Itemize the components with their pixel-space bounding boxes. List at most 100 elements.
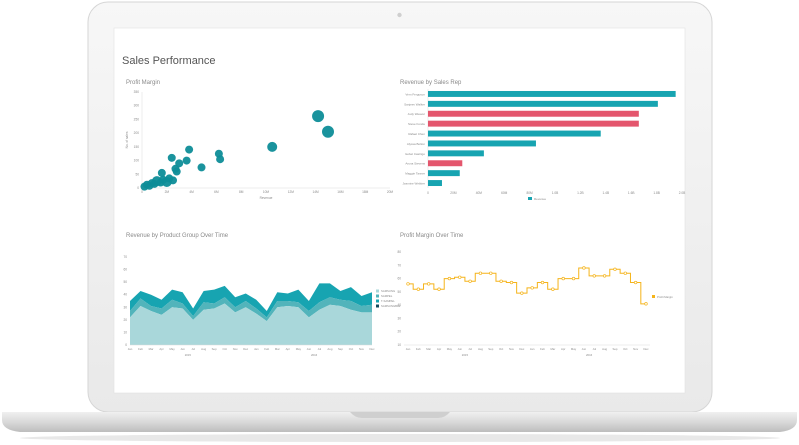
bar-category-label: Rafael Chen xyxy=(408,132,425,136)
area-x-tick: Jan xyxy=(128,347,133,351)
scatter-y-tick: 250 xyxy=(134,117,140,121)
bar xyxy=(428,90,676,97)
line-point xyxy=(582,266,586,270)
line-point xyxy=(613,267,617,271)
bar-category-label: Sanjeev Walker xyxy=(404,102,425,106)
bar-category-label: Jasmine Webber xyxy=(403,182,425,186)
area-x-tick: Apr xyxy=(159,347,163,351)
revenue-by-rep-title: Revenue by Sales Rep xyxy=(400,80,462,86)
scatter-point xyxy=(185,145,194,154)
scatter-x-tick: 14M xyxy=(312,190,319,194)
area-series-samsung xyxy=(130,303,372,345)
scatter-x-tick: 18M xyxy=(362,190,369,194)
area-x-tick: Oct xyxy=(349,347,354,351)
line-y-tick: 70 xyxy=(397,263,401,267)
line-x-tick: Aug xyxy=(478,347,483,351)
area-year-label: 2016 xyxy=(311,353,318,357)
scatter-y-tick: 300 xyxy=(134,104,140,108)
line-point xyxy=(571,276,576,281)
bar-x-tick: 60M xyxy=(501,191,508,195)
area-x-tick: Jun xyxy=(307,347,312,351)
line-x-tick: Oct xyxy=(623,347,628,351)
area-x-tick: Sep xyxy=(338,347,343,351)
area-series-sampel xyxy=(130,297,372,322)
line-point xyxy=(623,271,627,275)
line-point xyxy=(540,280,545,285)
line-point xyxy=(489,271,493,275)
scatter-y-tick: 50 xyxy=(135,172,139,176)
area-x-tick: Mar xyxy=(275,347,280,351)
line-legend-label: Profit Margin xyxy=(657,295,673,299)
bar-category-label: Isobel Castrigo xyxy=(405,152,425,156)
line-x-tick: Aug xyxy=(602,347,607,351)
line-y-tick: 20 xyxy=(397,330,401,334)
area-x-tick: Nov xyxy=(359,347,365,351)
bar-category-label: Judy Weaver xyxy=(408,112,425,116)
line-x-tick: Feb xyxy=(416,347,421,351)
scatter-x-tick: 0 xyxy=(141,190,143,194)
scatter-point xyxy=(267,141,278,152)
area-y-tick: 70 xyxy=(123,255,127,259)
area-legend-label: T-SAMPEL xyxy=(381,299,395,303)
line-point xyxy=(458,275,462,279)
scatter-y-tick: 150 xyxy=(134,145,140,149)
area-legend-swatch xyxy=(376,289,379,293)
line-y-tick: 10 xyxy=(397,343,401,347)
area-legend-swatch xyxy=(376,299,379,303)
area-legend-label: SAMSUNGBLE xyxy=(381,304,401,308)
area-y-tick: 30 xyxy=(123,305,127,309)
line-x-tick: May xyxy=(571,347,577,351)
profit-margin-time-title: Profit Margin Over Time xyxy=(400,233,464,239)
area-x-tick: Oct xyxy=(223,347,228,351)
line-legend-swatch xyxy=(652,295,655,298)
area-x-tick: Aug xyxy=(327,347,332,351)
area-x-tick: May xyxy=(169,347,175,351)
bar xyxy=(428,100,658,107)
line-x-tick: May xyxy=(447,347,453,351)
area-legend-swatch xyxy=(376,294,379,298)
area-x-tick: Feb xyxy=(138,347,143,351)
line-y-tick: 80 xyxy=(397,250,401,254)
profit-margin-title: Profit Margin xyxy=(126,80,161,86)
line-x-tick: Jul xyxy=(592,347,596,351)
webcam-icon xyxy=(397,12,402,18)
bar-category-label: Maggie Tanner xyxy=(405,172,425,176)
bar-x-tick: 2.0B xyxy=(679,191,686,195)
area-y-tick: 0 xyxy=(125,343,127,347)
line-x-tick: Feb xyxy=(540,347,545,351)
bar-x-tick: 40M xyxy=(476,191,483,195)
scatter-point xyxy=(175,159,184,168)
line-point xyxy=(509,280,514,285)
scatter-x-tick: 2M xyxy=(165,190,170,194)
bar-x-tick: 80M xyxy=(526,191,533,195)
line-point xyxy=(561,276,565,281)
scatter-x-tick: 4M xyxy=(189,190,194,194)
bar xyxy=(428,130,601,137)
scatter-x-tick: 10M xyxy=(263,190,270,194)
line-x-tick: Dec xyxy=(644,347,650,351)
line-x-tick: Apr xyxy=(561,347,565,351)
line-year-label: 2015 xyxy=(462,353,469,357)
area-x-tick: Sep xyxy=(212,347,217,351)
scatter-point xyxy=(169,176,177,185)
line-x-tick: Apr xyxy=(437,347,441,351)
line-point xyxy=(634,280,638,285)
line-x-tick: Sep xyxy=(612,347,617,351)
line-x-tick: Nov xyxy=(509,347,515,351)
line-point xyxy=(406,282,410,286)
line-point xyxy=(530,286,534,290)
area-legend-label: SAMPEL xyxy=(381,294,393,298)
line-point xyxy=(592,274,596,278)
area-y-tick: 20 xyxy=(123,318,127,322)
area-x-tick: Nov xyxy=(233,347,239,351)
line-x-tick: Oct xyxy=(499,347,504,351)
scatter-point xyxy=(182,156,191,165)
bar-category-label: Steve Fonde xyxy=(408,122,425,126)
line-point xyxy=(520,291,524,295)
line-x-tick: Jul xyxy=(468,347,472,351)
area-x-tick: Aug xyxy=(201,347,206,351)
bar-category-label: Vern Ferguson xyxy=(405,92,425,96)
bar-category-label: Aruna Stevens xyxy=(405,162,425,166)
scatter-point xyxy=(172,167,181,176)
